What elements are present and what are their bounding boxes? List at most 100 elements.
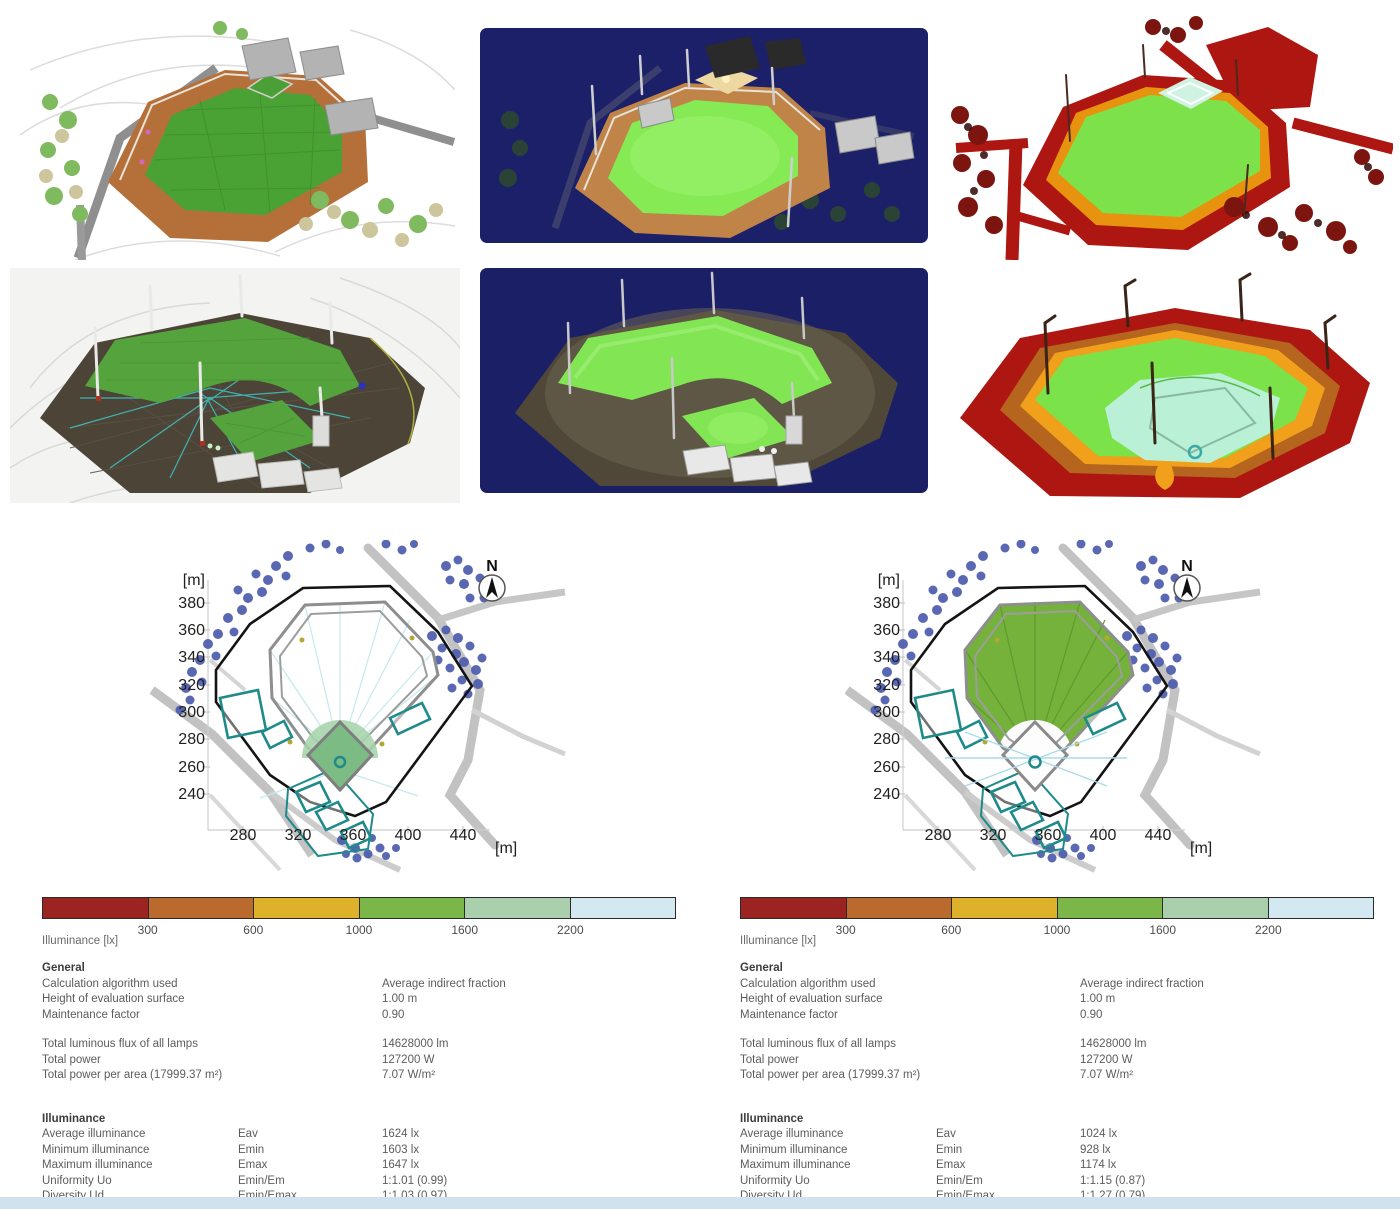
svg-text:240: 240	[873, 786, 900, 803]
y-axis-left-map: [m] 380 360 340 320 300 280 260 240	[178, 572, 205, 803]
svg-text:320: 320	[178, 677, 205, 694]
svg-text:380: 380	[873, 595, 900, 612]
scale-tick-labels: 300 600 1000 1600 2200	[42, 923, 676, 937]
page-bottom-strip	[0, 1197, 1400, 1209]
compass-north-label: N	[486, 558, 498, 575]
stat-value: 14628000 lm	[382, 1038, 449, 1050]
compass-north-label: N	[1181, 558, 1193, 575]
scale-segment	[148, 898, 254, 918]
color-scale-bar	[42, 897, 676, 919]
stat-label: Total luminous flux of all lamps	[42, 1038, 198, 1050]
stat-row: Maintenance factor 0.90	[42, 1009, 662, 1025]
svg-text:400: 400	[395, 827, 422, 844]
scale-tick: 2200	[556, 923, 584, 937]
stat-value: 928 lx	[1080, 1143, 1111, 1156]
stat-label: Maintenance factor	[42, 1008, 140, 1021]
scale-segment	[359, 898, 465, 918]
stat-symbol: Emax	[936, 1159, 966, 1171]
plan-map-outfield: N [m] 380 360 340 320 300 280 260 240 28…	[845, 540, 1265, 890]
color-scale-bar	[740, 897, 1374, 919]
stat-label: Total power	[740, 1053, 799, 1066]
scale-tick-labels: 300 600 1000 1600 2200	[740, 923, 1374, 937]
svg-text:400: 400	[1090, 827, 1117, 844]
svg-text:300: 300	[873, 704, 900, 721]
scale-unit-label: Illuminance [lx]	[42, 935, 119, 947]
stat-label: Average illuminance	[42, 1128, 146, 1140]
stat-row: Total power 127200 W	[42, 1054, 662, 1070]
stat-value: 14628000 lm	[1080, 1038, 1147, 1050]
stat-symbol: Emin/Em	[936, 1174, 983, 1187]
stat-value: 1647 lx	[382, 1159, 420, 1171]
stat-value: 1624 lx	[382, 1128, 420, 1140]
scale-segment	[1057, 898, 1163, 918]
svg-text:[m]: [m]	[878, 572, 900, 589]
stat-label: Total luminous flux of all lamps	[740, 1038, 896, 1050]
render-night-field	[480, 268, 928, 493]
svg-text:340: 340	[873, 649, 900, 666]
svg-text:320: 320	[285, 827, 312, 844]
scale-tick: 600	[243, 923, 264, 937]
scale-tick: 1000	[1043, 923, 1071, 937]
render-cad-wireframe	[10, 268, 460, 503]
stat-row: Uniformity Uo Emin/Em 1:1.01 (0.99)	[42, 1175, 662, 1191]
svg-text:440: 440	[1145, 827, 1172, 844]
stat-row: Calculation algorithm used Average indir…	[740, 978, 1360, 994]
illuminance-heading: Illuminance	[42, 1112, 106, 1125]
render-falsecolor-aerial	[938, 15, 1393, 260]
render-night-aerial	[480, 28, 928, 243]
svg-text:380: 380	[178, 595, 205, 612]
illuminance-heading: Illuminance	[740, 1112, 804, 1125]
stat-row: Average illuminance Eav 1024 lx	[740, 1128, 1360, 1144]
scale-segment	[254, 898, 360, 918]
stat-value: 1024 lx	[1080, 1128, 1118, 1140]
scale-segment	[952, 898, 1058, 918]
svg-text:360: 360	[178, 622, 205, 639]
svg-text:240: 240	[178, 786, 205, 803]
scale-tick: 300	[835, 923, 856, 937]
general-heading: General	[42, 962, 85, 974]
general-heading: General	[740, 962, 783, 974]
svg-text:300: 300	[178, 704, 205, 721]
stat-value: 127200 W	[1080, 1053, 1133, 1066]
stat-value: 1174 lx	[1080, 1159, 1117, 1171]
illuminance-legend-right: 300 600 1000 1600 2200 Illuminance [lx]	[740, 897, 1374, 949]
scale-segment	[741, 898, 847, 918]
stat-row: Total power per area (17999.37 m²) 7.07 …	[42, 1069, 662, 1085]
stat-label: Minimum illuminance	[740, 1143, 848, 1156]
stat-row: Calculation algorithm used Average indir…	[42, 978, 662, 994]
stat-label: Total power	[42, 1053, 101, 1066]
stat-value: 0.90	[1080, 1008, 1103, 1021]
stat-symbol: Emin	[936, 1143, 963, 1156]
stat-label: Uniformity Uo	[740, 1174, 810, 1187]
compass-icon: N	[1173, 558, 1201, 602]
stat-row: Height of evaluation surface 1.00 m	[42, 993, 662, 1009]
svg-text:320: 320	[980, 827, 1007, 844]
stat-label: Total power per area (17999.37 m²)	[740, 1069, 921, 1081]
stat-symbol: Emin	[238, 1143, 265, 1156]
y-axis-right-map: [m] 380 360 340 320 300 280 260 240	[873, 572, 900, 803]
stat-label: Calculation algorithm used	[42, 977, 178, 990]
stat-row: Total luminous flux of all lamps 1462800…	[740, 1038, 1360, 1054]
svg-text:440: 440	[450, 827, 477, 844]
stat-value: 7.07 W/m²	[1080, 1069, 1134, 1081]
svg-text:[m]: [m]	[1190, 840, 1212, 857]
stat-label: Height of evaluation surface	[740, 993, 883, 1005]
stat-row: Total power per area (17999.37 m²) 7.07 …	[740, 1069, 1360, 1085]
scale-segment	[43, 898, 149, 918]
stat-value: 1:1.01 (0.99)	[382, 1174, 448, 1187]
stats-block-left: General Calculation algorithm used Avera…	[42, 962, 662, 1206]
scale-tick: 1600	[451, 923, 479, 937]
scale-segment	[465, 898, 571, 918]
stat-row: Height of evaluation surface 1.00 m	[740, 993, 1360, 1009]
stat-row: Minimum illuminance Emin 928 lx	[740, 1144, 1360, 1160]
stat-value: 0.90	[382, 1008, 405, 1021]
stats-block-right: General Calculation algorithm used Avera…	[740, 962, 1360, 1206]
stat-value: Average indirect fraction	[382, 977, 506, 990]
svg-text:320: 320	[873, 677, 900, 694]
stat-label: Maximum illuminance	[42, 1159, 153, 1171]
scale-segment	[1268, 898, 1373, 918]
scale-unit-label: Illuminance [lx]	[740, 935, 817, 947]
svg-text:360: 360	[873, 622, 900, 639]
stat-row: Average illuminance Eav 1624 lx	[42, 1128, 662, 1144]
